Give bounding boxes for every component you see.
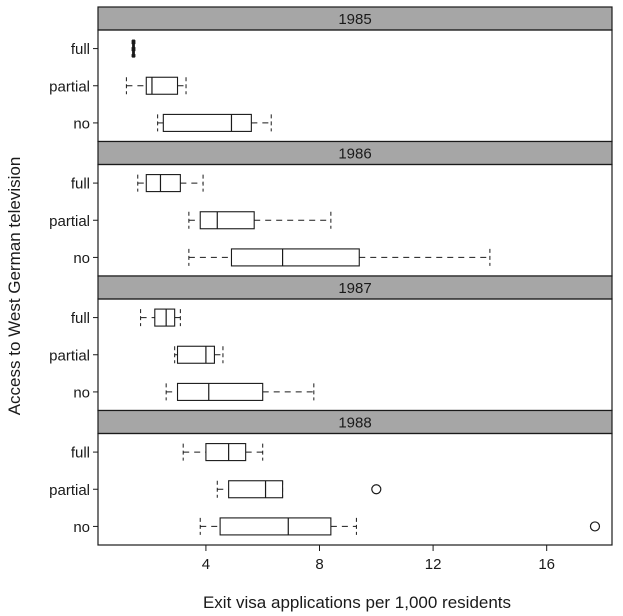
strip-label: 1986 [338,146,371,163]
group-label-partial: partial [49,347,90,364]
group-label-full: full [71,41,90,58]
group-label-no: no [73,519,90,536]
panel-frame [97,432,613,546]
y-axis-label: Access to West German television [5,157,24,416]
panel-1988: 1988 full partial no [49,409,613,546]
box-partial [228,480,284,499]
box-partial [176,345,215,364]
panel-1987: 1987 full partial no [49,275,613,412]
box-full [154,308,176,327]
box-no [219,517,332,536]
x-tick-label: 12 [425,556,442,573]
x-tick-label: 4 [202,556,210,573]
group-label-full: full [71,310,90,327]
strip-label: 1987 [338,280,371,297]
outlier-point [371,484,382,495]
box-no [176,382,264,401]
group-label-partial: partial [49,78,90,95]
box-partial [199,211,255,230]
box-no [162,113,252,132]
group-label-partial: partial [49,482,90,499]
strip-label: 1988 [338,415,371,432]
outlier-point [589,521,601,532]
panel-1986: 1986 full partial no [49,140,613,277]
group-label-full: full [71,176,90,193]
group-label-no: no [73,115,90,132]
box-partial [145,76,179,95]
box-full [205,443,247,462]
x-axis-label: Exit visa applications per 1,000 residen… [203,593,511,612]
panels-group: 1985 full partial no 1986 full partial no 1987 fu… [49,6,613,546]
strip-label: 1985 [338,11,371,28]
x-axis: 4 8 12 16 [202,545,555,573]
x-tick-label: 8 [315,556,323,573]
group-label-no: no [73,250,90,267]
x-tick-label: 16 [538,556,555,573]
box-no [230,248,360,267]
group-label-partial: partial [49,213,90,230]
group-label-no: no [73,384,90,401]
box-full [145,174,181,193]
group-label-full: full [71,445,90,462]
panel-1985: 1985 full partial no [49,6,613,143]
